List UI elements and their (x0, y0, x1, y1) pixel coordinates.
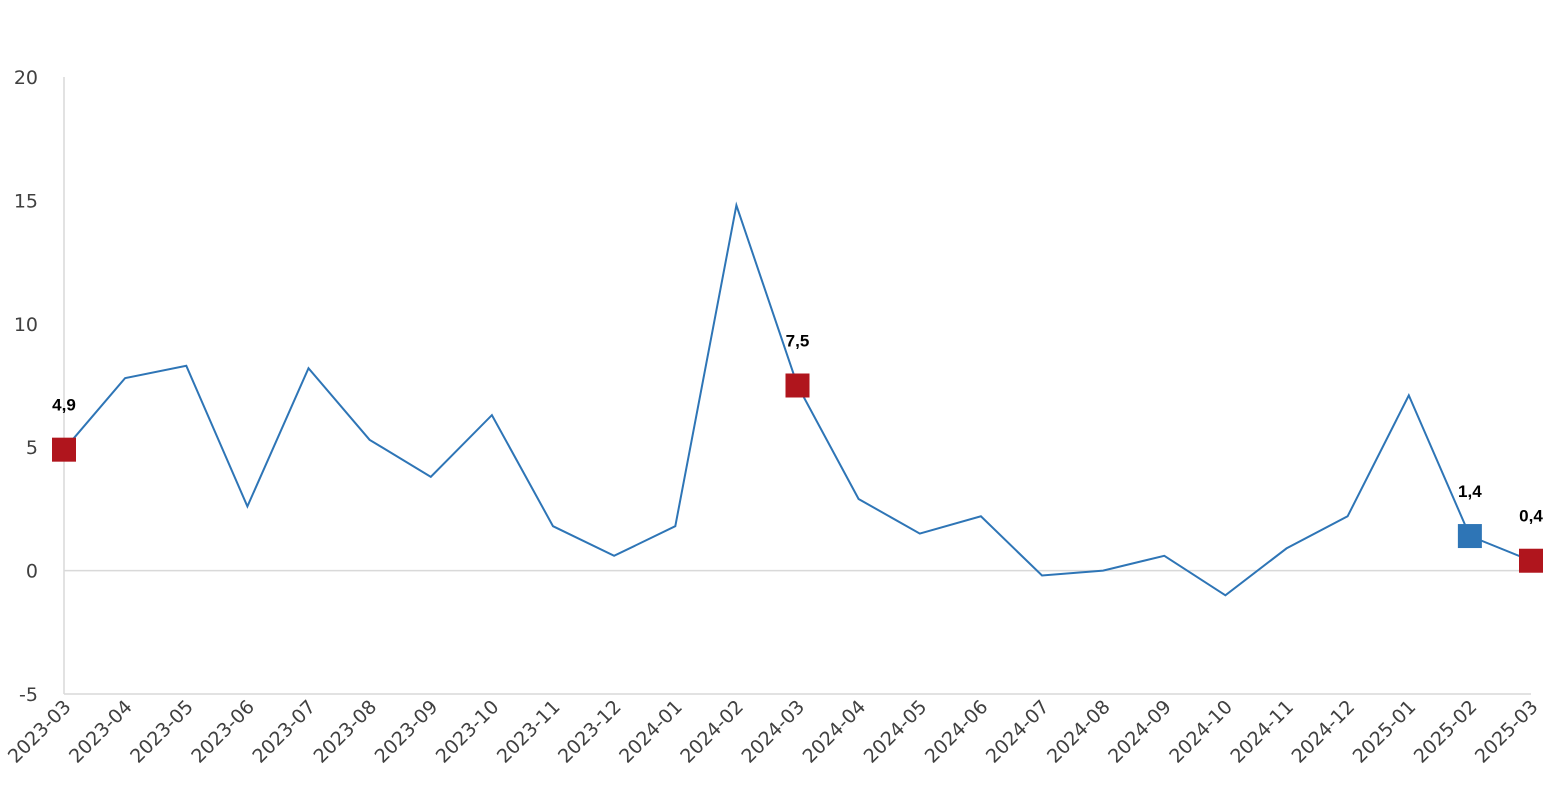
x-tick-label: 2025-01 (1349, 696, 1421, 768)
highlight-marker (52, 437, 76, 462)
x-tick-label: 2024-05 (860, 696, 932, 768)
data-labels: 4,9 7,5 1,4 0,4 (52, 332, 1543, 526)
data-label: 1,4 (1458, 482, 1482, 501)
x-tick-label: 2023-10 (432, 696, 504, 768)
y-tick-label: -5 (19, 684, 38, 706)
y-tick-label: 10 (14, 314, 38, 336)
x-axis-ticks: 2023-032023-042023-052023-062023-072023-… (4, 696, 1543, 768)
x-tick-label: 2024-12 (1287, 696, 1359, 768)
x-tick-label: 2023-03 (4, 696, 76, 768)
highlight-marker (785, 373, 810, 398)
x-tick-label: 2024-09 (1104, 696, 1176, 768)
x-tick-label: 2023-11 (493, 696, 565, 768)
x-tick-label: 2024-03 (737, 696, 809, 768)
highlight-marker (1519, 548, 1543, 573)
x-tick-label: 2023-05 (126, 696, 198, 768)
data-label: 4,9 (52, 396, 76, 415)
highlight-marker (1457, 524, 1482, 549)
x-tick-label: 2024-11 (1226, 696, 1298, 768)
axes (63, 77, 1531, 695)
x-tick-label: 2024-06 (921, 696, 993, 768)
x-tick-label: 2025-02 (1410, 696, 1482, 768)
x-tick-label: 2023-08 (309, 696, 381, 768)
x-tick-label: 2023-09 (371, 696, 443, 768)
x-tick-label: 2024-01 (615, 696, 687, 768)
x-tick-label: 2023-12 (554, 696, 626, 768)
x-tick-label: 2024-02 (676, 696, 748, 768)
x-tick-label: 2024-08 (1043, 696, 1115, 768)
y-tick-label: 5 (26, 437, 38, 459)
x-tick-label: 2025-03 (1471, 696, 1543, 768)
highlight-markers (52, 373, 1543, 573)
x-tick-label: 2024-10 (1165, 696, 1237, 768)
x-tick-label: 2024-07 (982, 696, 1054, 768)
data-label: 0,4 (1519, 507, 1543, 526)
data-label: 7,5 (786, 332, 810, 351)
x-tick-label: 2023-06 (187, 696, 259, 768)
x-tick-label: 2024-04 (798, 696, 870, 768)
y-tick-label: 15 (14, 190, 38, 212)
series-line-group (63, 201, 1532, 597)
x-tick-label: 2023-04 (65, 696, 137, 768)
y-tick-label: 0 (26, 561, 38, 583)
y-tick-label: 20 (14, 67, 38, 89)
y-axis-ticks: -5 0 5 10 15 20 (14, 67, 38, 706)
series-line (63, 201, 1532, 597)
x-tick-label: 2023-07 (248, 696, 320, 768)
